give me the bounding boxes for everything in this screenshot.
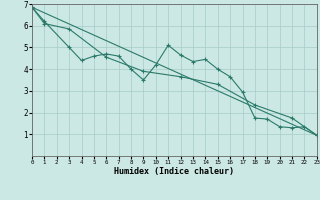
X-axis label: Humidex (Indice chaleur): Humidex (Indice chaleur) [115,167,234,176]
